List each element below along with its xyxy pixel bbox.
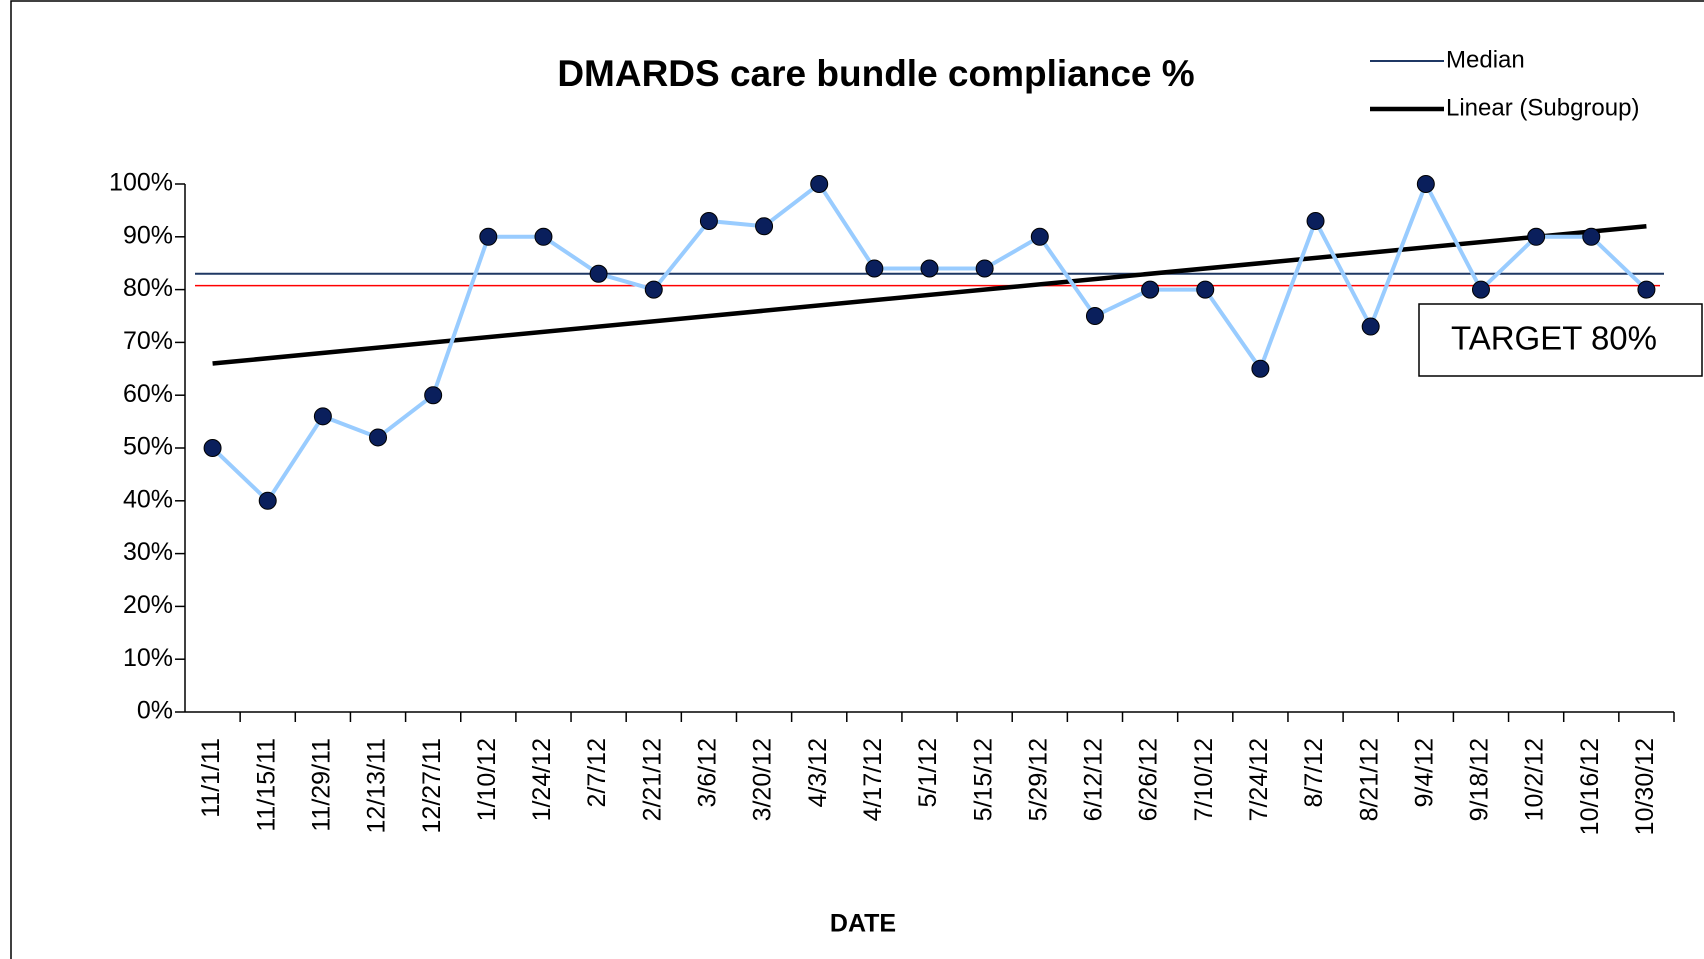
data-point [1637, 280, 1656, 299]
chart-title: DMARDS care bundle compliance % [557, 53, 1194, 94]
data-point [534, 227, 553, 246]
x-tick-label: 2/21/12 [638, 738, 666, 821]
y-tick-label: 30% [123, 538, 173, 566]
x-tick-label: 12/27/11 [418, 738, 446, 833]
x-tick-label: 8/7/12 [1300, 738, 1328, 808]
x-tick-label: 2/7/12 [583, 738, 611, 808]
data-point [479, 227, 498, 246]
y-tick-label: 60% [123, 380, 173, 408]
y-tick-label: 50% [123, 433, 173, 461]
data-point [1085, 307, 1104, 325]
data-point [1471, 280, 1490, 299]
y-tick-label: 80% [123, 274, 173, 302]
data-point [1416, 175, 1435, 193]
data-point [699, 211, 718, 230]
data-point [1251, 359, 1270, 378]
target-label: TARGET 80% [1451, 320, 1657, 357]
y-tick-label: 0% [137, 697, 173, 725]
x-tick-label: 7/10/12 [1190, 738, 1218, 821]
legend-label: Linear (Subgroup) [1446, 94, 1639, 121]
y-tick-label: 100% [109, 169, 173, 197]
data-point [589, 264, 608, 283]
data-point [1527, 227, 1546, 246]
x-tick-label: 4/3/12 [804, 738, 832, 808]
y-tick-label: 70% [123, 327, 173, 355]
data-point [1306, 211, 1325, 230]
x-tick-label: 7/24/12 [1245, 738, 1273, 821]
x-tick-label: 3/20/12 [749, 738, 777, 821]
x-tick-label: 10/16/12 [1576, 738, 1604, 835]
chart-border [10, 0, 1704, 959]
x-tick-label: 9/18/12 [1466, 738, 1494, 821]
y-tick-label: 10% [123, 644, 173, 672]
y-tick-label: 90% [123, 221, 173, 249]
data-point [1196, 280, 1215, 299]
x-tick-label: 5/15/12 [969, 738, 997, 821]
y-tick-label: 40% [123, 485, 173, 513]
data-point [1141, 280, 1160, 299]
data-point [865, 259, 884, 278]
data-point [1582, 227, 1601, 246]
x-tick-label: 11/15/11 [252, 738, 280, 832]
data-point [755, 217, 774, 236]
x-tick-label: 1/10/12 [473, 738, 501, 821]
x-tick-label: 10/2/12 [1521, 738, 1549, 821]
x-tick-label: 5/29/12 [1024, 738, 1052, 821]
x-tick-label: 8/21/12 [1355, 738, 1383, 821]
data-point [810, 175, 829, 193]
data-point [258, 491, 277, 510]
y-tick-label: 20% [123, 591, 173, 619]
x-tick-label: 6/26/12 [1135, 738, 1163, 821]
data-point [1030, 227, 1049, 246]
x-tick-label: 1/24/12 [528, 738, 556, 821]
data-point [313, 407, 332, 426]
x-tick-label: 3/6/12 [694, 738, 722, 808]
target-box [1418, 303, 1703, 377]
x-tick-label: 4/17/12 [859, 738, 887, 821]
x-tick-label: 6/12/12 [1080, 738, 1108, 821]
x-tick-label: 5/1/12 [914, 738, 942, 808]
x-tick-label: 12/13/11 [363, 738, 391, 833]
data-point [1361, 317, 1380, 336]
x-tick-label: 11/29/11 [307, 738, 335, 832]
x-tick-label: 10/30/12 [1631, 738, 1659, 835]
data-point [644, 280, 663, 299]
data-point [369, 428, 388, 447]
data-point [424, 386, 443, 405]
legend-label: Median [1446, 46, 1525, 73]
x-tick-label: 11/1/11 [197, 738, 225, 818]
data-point [920, 259, 939, 278]
data-point [203, 439, 222, 457]
x-axis-label: DATE [830, 910, 896, 938]
x-tick-label: 9/4/12 [1410, 738, 1438, 808]
data-point [975, 259, 994, 278]
